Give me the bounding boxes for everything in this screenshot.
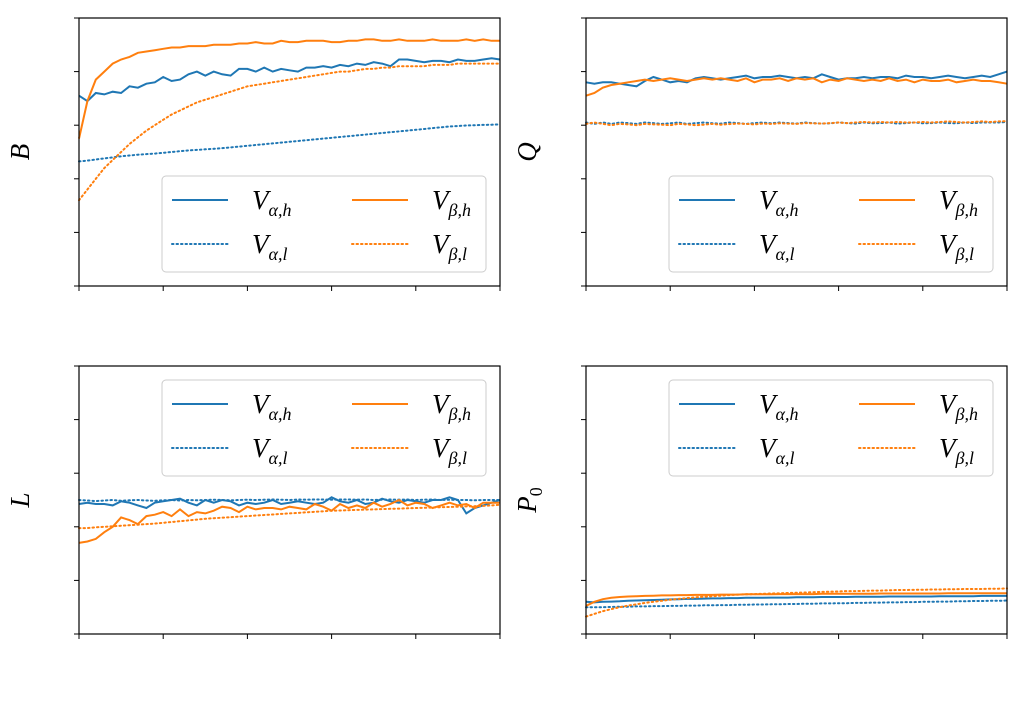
- series-line-b-l: [78, 62, 501, 202]
- y-axis-label-main: Q: [512, 142, 542, 162]
- y-axis-label-sub: 0: [526, 487, 546, 496]
- legend-label-b-l: Vβ,l: [939, 229, 974, 264]
- y-axis-label-main: P: [512, 496, 542, 514]
- legend: Vα,h Vβ,hVα,l Vβ,l: [668, 379, 994, 477]
- axes-frame: [585, 17, 1008, 287]
- legend-label-sub: β,h: [448, 200, 471, 220]
- axes-frame: [78, 17, 501, 287]
- legend-label-a-l: Vα,l: [759, 433, 794, 468]
- legend-label-main: V: [252, 185, 272, 215]
- axes-frame: [585, 365, 1008, 635]
- legend-label-main: V: [759, 229, 779, 259]
- legend-label-main: V: [759, 185, 779, 215]
- legend-label-a-l: Vα,l: [252, 433, 287, 468]
- legend: Vα,h Vβ,hVα,l Vβ,l: [161, 379, 487, 477]
- legend-label-sub: α,l: [269, 244, 288, 264]
- legend-label-sub: β,l: [955, 244, 974, 264]
- legend-label-sub: β,l: [955, 448, 974, 468]
- legend-label-main: V: [939, 229, 959, 259]
- legend-label-main: V: [252, 229, 272, 259]
- legend-label-b-h: Vβ,h: [939, 185, 978, 220]
- series-line-b-h: [585, 77, 1008, 97]
- legend-label-main: V: [759, 433, 779, 463]
- legend-label-sub: β,l: [448, 244, 467, 264]
- legend-label-b-l: Vβ,l: [939, 433, 974, 468]
- legend-label-b-h: Vβ,h: [939, 389, 978, 424]
- legend-label-sub: α,l: [776, 448, 795, 468]
- series-line-b-l: [585, 587, 1008, 618]
- chart-panel-B: BVα,h Vβ,hVα,l Vβ,l: [5, 17, 501, 291]
- y-axis-label: Q: [512, 142, 542, 162]
- legend-label-sub: α,l: [269, 448, 288, 468]
- legend-label-main: V: [939, 185, 959, 215]
- legend-label-b-l: Vβ,l: [432, 433, 467, 468]
- legend-label-main: V: [759, 389, 779, 419]
- legend-label-sub: α,h: [776, 404, 799, 424]
- legend-label-sub: α,l: [776, 244, 795, 264]
- series-line-b-h: [78, 38, 500, 139]
- legend-label-main: V: [432, 433, 452, 463]
- series-line-b-l: [585, 120, 1008, 127]
- legend-label-sub: β,h: [955, 404, 978, 424]
- legend-label-sub: α,h: [269, 404, 292, 424]
- legend-label-a-h: Vα,h: [759, 389, 798, 424]
- series-line-a-l: [78, 498, 501, 503]
- legend-label-main: V: [432, 229, 452, 259]
- y-axis-label-main: L: [5, 492, 35, 508]
- legend: Vα,h Vβ,hVα,l Vβ,l: [161, 175, 487, 273]
- legend-label-main: V: [252, 433, 272, 463]
- legend-label-a-h: Vα,h: [252, 185, 291, 220]
- axes-frame: [78, 365, 501, 635]
- legend: Vα,h Vβ,hVα,l Vβ,l: [668, 175, 994, 273]
- series-line-a-l: [78, 123, 501, 163]
- legend-label-sub: β,l: [448, 448, 467, 468]
- legend-label-sub: α,h: [269, 200, 292, 220]
- legend-label-a-h: Vα,h: [252, 389, 291, 424]
- y-axis-label-main: B: [5, 144, 35, 161]
- chart-panel-Q: QVα,h Vβ,hVα,l Vβ,l: [512, 17, 1008, 291]
- y-axis-label: P0: [512, 487, 546, 514]
- legend-label-b-h: Vβ,h: [432, 389, 471, 424]
- legend-label-b-h: Vβ,h: [432, 185, 471, 220]
- series-line-a-l: [585, 599, 1008, 609]
- legend-label-main: V: [252, 389, 272, 419]
- legend-label-sub: β,h: [448, 404, 471, 424]
- series-line-a-h: [585, 594, 1007, 604]
- chart-panel-L: LVα,h Vβ,hVα,l Vβ,l: [5, 365, 501, 639]
- legend-label-a-l: Vα,l: [759, 229, 794, 264]
- series-line-a-h: [78, 57, 501, 103]
- legend-label-a-h: Vα,h: [759, 185, 798, 220]
- legend-label-a-l: Vα,l: [252, 229, 287, 264]
- series-line-a-h: [78, 496, 501, 515]
- legend-label-b-l: Vβ,l: [432, 229, 467, 264]
- series-line-b-h: [585, 592, 1007, 607]
- legend-label-sub: β,h: [955, 200, 978, 220]
- legend-label-sub: α,h: [776, 200, 799, 220]
- legend-label-main: V: [432, 389, 452, 419]
- series-line-b-l: [78, 503, 501, 530]
- legend-label-main: V: [939, 389, 959, 419]
- legend-label-main: V: [432, 185, 452, 215]
- y-axis-label: L: [5, 492, 35, 508]
- y-axis-label: B: [5, 144, 35, 161]
- legend-label-main: V: [939, 433, 959, 463]
